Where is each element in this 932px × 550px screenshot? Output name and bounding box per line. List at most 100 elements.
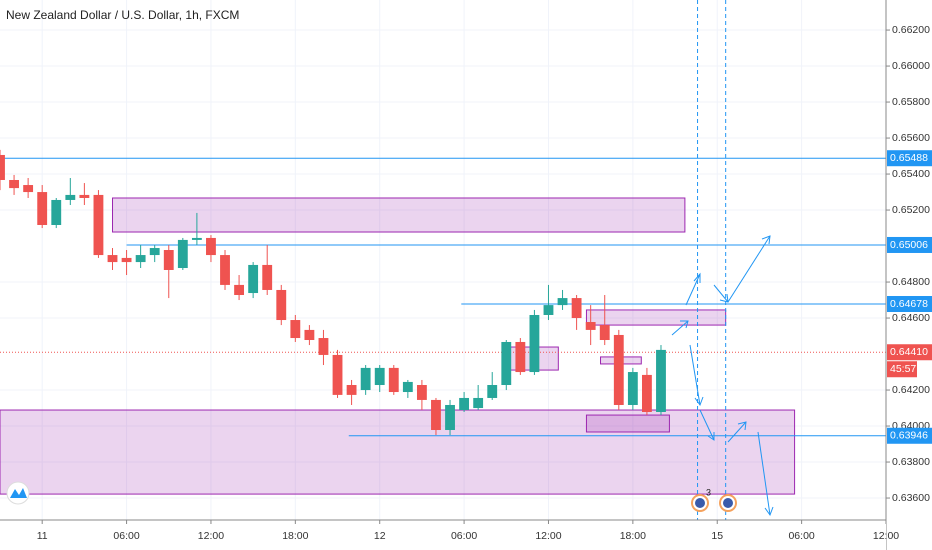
y-tick-label: 0.66000 <box>892 60 930 72</box>
axes: 0.66200 0.66000 0.65800 0.65600 0.65400 0.652… <box>37 24 932 542</box>
arrow-head <box>694 396 704 407</box>
x-tick-label: 18:00 <box>620 530 646 542</box>
candles <box>0 149 666 436</box>
candle-body <box>318 338 329 355</box>
y-tick-label: 0.64600 <box>892 312 930 324</box>
arrow-head <box>707 432 715 441</box>
y-tick-label: 0.64200 <box>892 384 930 396</box>
zone <box>585 414 670 433</box>
candle-body <box>206 237 216 256</box>
candle-body <box>473 397 484 409</box>
candle-body <box>374 367 385 386</box>
candle-body <box>557 298 568 306</box>
arrow <box>685 273 701 306</box>
candle-body <box>9 179 19 189</box>
candle-body <box>599 325 610 341</box>
candle-body <box>388 367 399 393</box>
countdown-tag <box>887 361 917 378</box>
x-tick-label: 06:00 <box>451 530 477 542</box>
candle-body <box>445 404 455 431</box>
arrow-head <box>761 235 771 245</box>
x-tick-label: 12:00 <box>198 530 224 542</box>
candle-body <box>585 322 596 330</box>
event-icons: 3 <box>691 487 737 512</box>
candle-body <box>627 372 638 405</box>
y-tick-label: 0.63800 <box>892 456 930 468</box>
arrow <box>699 409 715 441</box>
candle-body <box>304 329 315 341</box>
lines <box>0 0 886 520</box>
candle-body <box>93 194 104 256</box>
candle-body <box>431 399 441 431</box>
x-tick-label: 18:00 <box>282 530 308 542</box>
level-tag <box>887 427 932 444</box>
arrow-head <box>764 506 774 517</box>
level-tag <box>887 236 932 253</box>
zone <box>0 409 796 495</box>
candle-body <box>220 255 230 285</box>
candle-body <box>346 385 357 395</box>
y-tick-label: 0.65600 <box>892 132 930 144</box>
arrow-head <box>693 272 701 283</box>
arrow <box>713 284 729 303</box>
x-tick-label: 15 <box>711 530 723 542</box>
arrow-head <box>737 421 747 431</box>
arrow <box>671 320 689 336</box>
candle-body <box>65 194 76 200</box>
event-badge: 3 <box>706 487 711 497</box>
arrow <box>727 421 747 443</box>
candle-body <box>487 385 498 398</box>
y-tick-label: 0.65400 <box>892 168 930 180</box>
candle-body <box>234 284 245 296</box>
candle-body <box>613 334 624 405</box>
candle-body <box>402 381 413 393</box>
candle-body <box>135 255 146 263</box>
chart-title: New Zealand Dollar / U.S. Dollar, 1h, FX… <box>6 8 239 22</box>
candle-body <box>79 194 90 198</box>
candle-body <box>459 397 470 411</box>
candle-body <box>543 305 554 315</box>
y-tick-label: 0.65200 <box>892 204 930 216</box>
candle-body <box>191 237 202 240</box>
event-icon-inner <box>695 498 705 508</box>
candle-body <box>0 154 5 180</box>
candle-body <box>276 289 287 321</box>
x-tick-label: 12 <box>374 530 386 542</box>
event-icon-inner <box>723 498 733 508</box>
x-tick-label: 06:00 <box>113 530 139 542</box>
y-tick-label: 0.63600 <box>892 492 930 504</box>
logo-mark <box>10 488 27 498</box>
level-label: 0.64678 <box>890 298 928 310</box>
candle-body <box>37 192 48 225</box>
arrow <box>689 344 701 406</box>
candle-body <box>656 349 666 413</box>
candle-body <box>290 320 301 339</box>
candle-body <box>23 185 34 193</box>
candle-body <box>416 385 427 400</box>
logo <box>6 481 30 505</box>
zones <box>0 197 796 495</box>
logo-circle[interactable] <box>6 481 30 505</box>
arrow <box>757 431 771 516</box>
countdown: 45:57 <box>890 363 916 375</box>
candle-body <box>248 264 259 294</box>
arrow-head <box>680 320 689 329</box>
candle-body <box>501 341 512 386</box>
zone <box>112 197 686 233</box>
price-axis <box>886 0 932 550</box>
x-tick-label: 12:00 <box>873 530 899 542</box>
x-tick-label: 11 <box>37 530 48 542</box>
y-tick-label: 0.64800 <box>892 276 930 288</box>
level-label: 0.63946 <box>890 430 928 442</box>
level-label: 0.65006 <box>890 239 928 251</box>
last-price-label: 0.64410 <box>890 346 928 358</box>
y-tick-label: 0.65800 <box>892 96 930 108</box>
candle-body <box>177 239 188 269</box>
candle-body <box>149 248 160 256</box>
level-tag <box>887 150 932 167</box>
candle-body <box>51 199 62 225</box>
zone <box>585 309 727 326</box>
candle-body <box>121 257 132 263</box>
